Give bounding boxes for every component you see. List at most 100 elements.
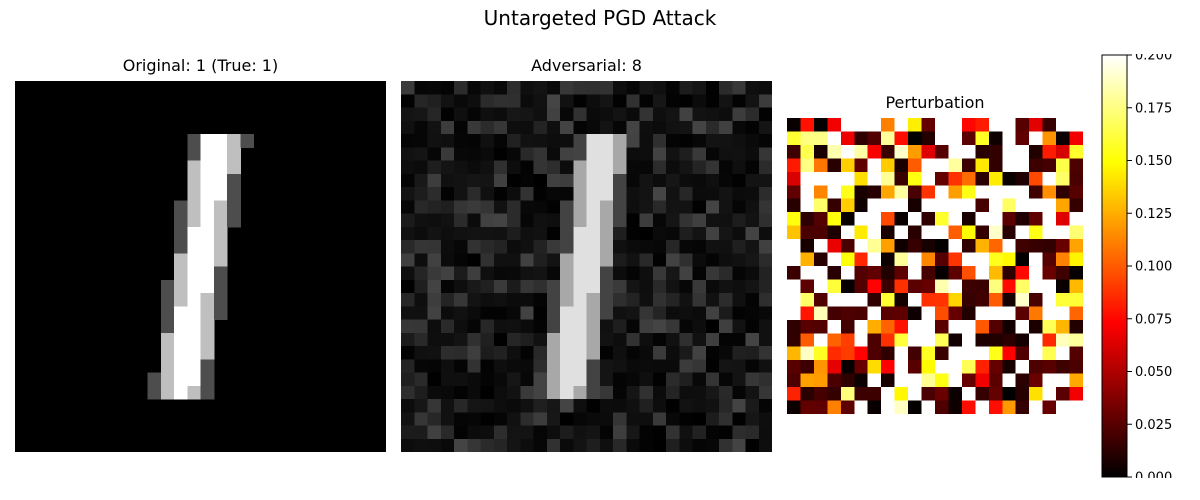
pixel xyxy=(546,81,561,95)
pixel xyxy=(147,372,162,387)
heatmap-cell xyxy=(975,144,990,159)
heatmap-cell xyxy=(908,346,923,361)
pixel xyxy=(679,319,694,334)
pixel xyxy=(507,412,521,427)
heatmap-cell xyxy=(840,292,855,307)
pixel xyxy=(187,266,202,281)
pixel xyxy=(639,240,654,254)
pixel xyxy=(213,173,228,188)
pixel xyxy=(507,107,521,122)
pixel xyxy=(705,226,720,241)
pixel xyxy=(639,173,654,188)
pixel xyxy=(626,200,641,215)
pixel xyxy=(160,359,175,374)
pixel xyxy=(427,81,442,95)
heatmap-cell xyxy=(975,266,990,281)
pixel xyxy=(440,200,455,215)
heatmap-cell xyxy=(988,319,1003,334)
heatmap-cell xyxy=(975,373,990,388)
pixel xyxy=(467,226,482,241)
heatmap-cell xyxy=(881,346,896,361)
heatmap-cell xyxy=(854,185,869,200)
pixel xyxy=(546,120,561,135)
pixel xyxy=(626,147,641,162)
pixel xyxy=(507,187,521,201)
pixel xyxy=(493,81,508,95)
heatmap-cell xyxy=(894,400,909,414)
pixel xyxy=(705,200,720,215)
pixel xyxy=(652,94,667,109)
pixel xyxy=(666,134,680,148)
pixel xyxy=(440,240,455,254)
pixel xyxy=(666,279,680,294)
pixel xyxy=(626,81,641,95)
pixel xyxy=(440,346,455,360)
pixel xyxy=(692,81,707,95)
heatmap-cell xyxy=(921,131,936,146)
pixel xyxy=(200,319,215,334)
heatmap-cell xyxy=(867,292,882,307)
heatmap-cell xyxy=(935,225,950,240)
pixel xyxy=(758,279,772,294)
heatmap-cell xyxy=(787,185,802,200)
pixel xyxy=(546,359,561,374)
pixel xyxy=(586,187,601,201)
pixel xyxy=(679,160,694,175)
pixel xyxy=(467,438,482,452)
heatmap-cell xyxy=(948,131,963,146)
pixel xyxy=(745,359,760,374)
pixel xyxy=(732,412,747,427)
pixel xyxy=(480,173,495,188)
heatmap-cell xyxy=(948,198,963,213)
heatmap-cell xyxy=(1069,279,1083,294)
pixel xyxy=(758,346,772,360)
pixel xyxy=(679,240,694,254)
heatmap-cell xyxy=(908,400,923,414)
pixel xyxy=(414,213,429,228)
heatmap-cell xyxy=(827,185,842,200)
pixel xyxy=(719,253,733,268)
heatmap-cell xyxy=(827,212,842,227)
pixel xyxy=(414,107,429,122)
pixel xyxy=(174,306,188,321)
pixel xyxy=(493,187,508,201)
pixel xyxy=(745,438,760,452)
heatmap-cell xyxy=(787,225,802,240)
heatmap-cell xyxy=(854,198,869,213)
pixel xyxy=(480,399,495,413)
heatmap-cell xyxy=(1029,252,1044,267)
heatmap-cell xyxy=(961,198,976,213)
pixel xyxy=(705,107,720,122)
pixel xyxy=(758,319,772,334)
pixel xyxy=(174,293,188,307)
pixel xyxy=(174,279,188,294)
heatmap-cell xyxy=(854,239,869,254)
heatmap-cell xyxy=(1029,387,1044,402)
pixel xyxy=(745,372,760,387)
pixel xyxy=(679,200,694,215)
pixel xyxy=(427,346,442,360)
heatmap-cell xyxy=(1002,266,1017,281)
heatmap-cell xyxy=(840,118,855,133)
heatmap-cell xyxy=(1029,400,1044,414)
heatmap-cell xyxy=(975,131,990,146)
pixel xyxy=(414,372,429,387)
heatmap-cell xyxy=(1069,212,1083,227)
colorbar-tick-label: 0.050 xyxy=(1135,365,1172,380)
heatmap-cell xyxy=(935,185,950,200)
heatmap-cell xyxy=(894,239,909,254)
heatmap-cell xyxy=(827,279,842,294)
pixel xyxy=(758,200,772,215)
heatmap-cell xyxy=(881,212,896,227)
heatmap-cell xyxy=(840,346,855,361)
pixel xyxy=(719,438,733,452)
heatmap-cell xyxy=(935,387,950,402)
pixel xyxy=(599,213,614,228)
heatmap-cell xyxy=(948,333,963,348)
pixel xyxy=(200,200,215,215)
pixel xyxy=(745,94,760,109)
heatmap-cell xyxy=(975,158,990,173)
pixel xyxy=(533,293,548,307)
heatmap-cell xyxy=(975,225,990,240)
pixel xyxy=(401,147,415,162)
